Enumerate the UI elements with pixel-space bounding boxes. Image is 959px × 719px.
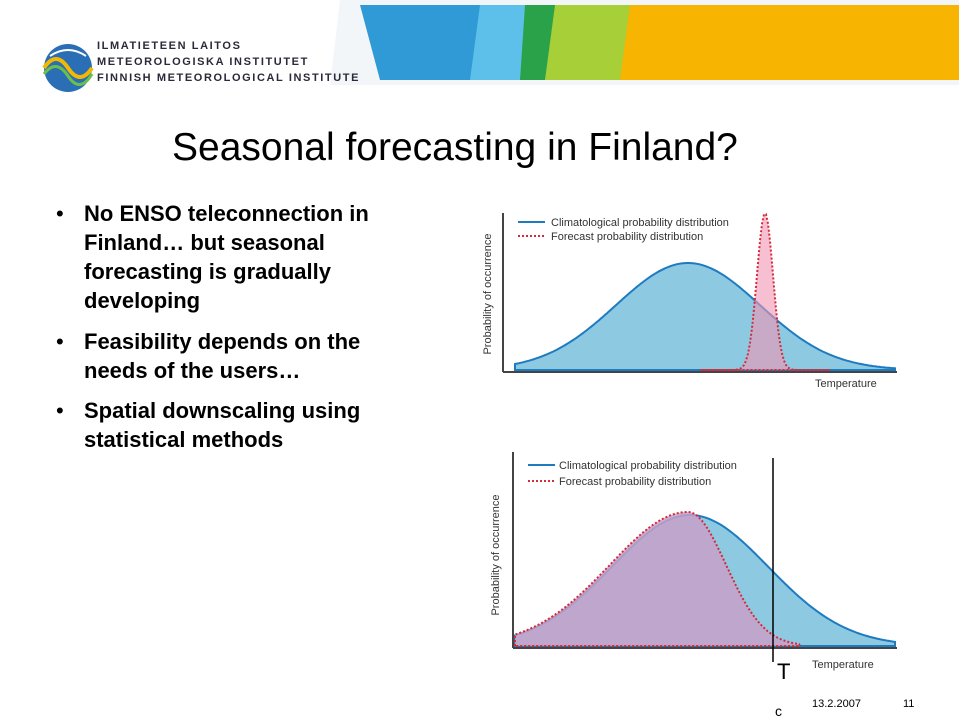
slide-title: Seasonal forecasting in Finland? bbox=[172, 126, 738, 169]
figure: Climatological probability distribution … bbox=[490, 452, 897, 719]
bullet: Feasibility depends on the needs of the … bbox=[84, 329, 361, 383]
y-axis-label: Probability of occurrence bbox=[490, 494, 502, 615]
threshold-label: T bbox=[777, 659, 790, 684]
page-number: 11 bbox=[903, 698, 915, 710]
legend-label: Forecast probability distribution bbox=[559, 476, 711, 488]
bullet: No ENSO teleconnection in Finland… but s… bbox=[84, 201, 369, 313]
org-name: METEOROLOGISKA INSTITUTET bbox=[97, 56, 309, 68]
climatology-curve bbox=[514, 262, 896, 371]
x-axis-label: Temperature bbox=[815, 378, 877, 390]
banner-stripe bbox=[620, 5, 959, 80]
org-name: FINNISH METEOROLOGICAL INSTITUTE bbox=[97, 72, 361, 84]
legend-label: Climatological probability distribution bbox=[559, 460, 737, 472]
banner-stripe bbox=[520, 5, 560, 80]
threshold-subscript: c bbox=[775, 703, 782, 719]
org-name: ILMATIETEEN LAITOS bbox=[97, 40, 242, 52]
footer-date: 13.2.2007 bbox=[812, 698, 861, 710]
legend-label: Forecast probability distribution bbox=[551, 231, 703, 243]
bullet: Spatial downscaling using statistical me… bbox=[84, 398, 361, 452]
figure: Climatological probability distribution … bbox=[478, 205, 905, 390]
forecast-curve bbox=[514, 511, 802, 647]
logo bbox=[42, 44, 94, 92]
y-axis-label: Probability of occurrence bbox=[482, 233, 494, 354]
bullet-marker: • bbox=[56, 329, 64, 354]
bullet-marker: • bbox=[56, 398, 64, 423]
forecast-curve bbox=[700, 213, 830, 371]
legend-label: Climatological probability distribution bbox=[551, 217, 729, 229]
x-axis-label: Temperature bbox=[812, 659, 874, 671]
bullet-marker: • bbox=[56, 201, 64, 226]
